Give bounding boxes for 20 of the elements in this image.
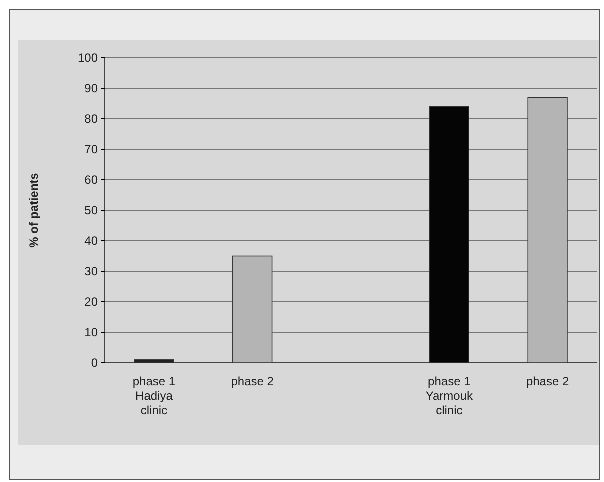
y-tick-label: 40 (84, 234, 98, 248)
x-tick-label: phase 2 (231, 374, 274, 389)
bar (232, 256, 273, 364)
y-tick-label: 80 (84, 112, 98, 126)
y-tick-label: 100 (78, 50, 98, 65)
y-tick-label: 20 (84, 294, 98, 309)
bar (429, 106, 470, 364)
bar (134, 360, 174, 364)
y-tick-label: 60 (84, 172, 98, 187)
bar (528, 97, 568, 364)
y-tick-label: 70 (84, 142, 98, 156)
x-tick-label: phase 1 Hadiya clinic (132, 374, 176, 418)
y-tick-label: 10 (84, 325, 98, 340)
y-tick-label: 90 (84, 81, 98, 96)
y-axis-title: % of patients (27, 172, 41, 248)
y-tick-label: 0 (91, 356, 98, 370)
x-tick-label: phase 1 Yarmouk clinic (426, 374, 474, 418)
y-tick-label: 50 (84, 203, 98, 218)
x-tick-label: phase 2 (526, 374, 570, 389)
y-tick-label: 30 (84, 264, 98, 278)
